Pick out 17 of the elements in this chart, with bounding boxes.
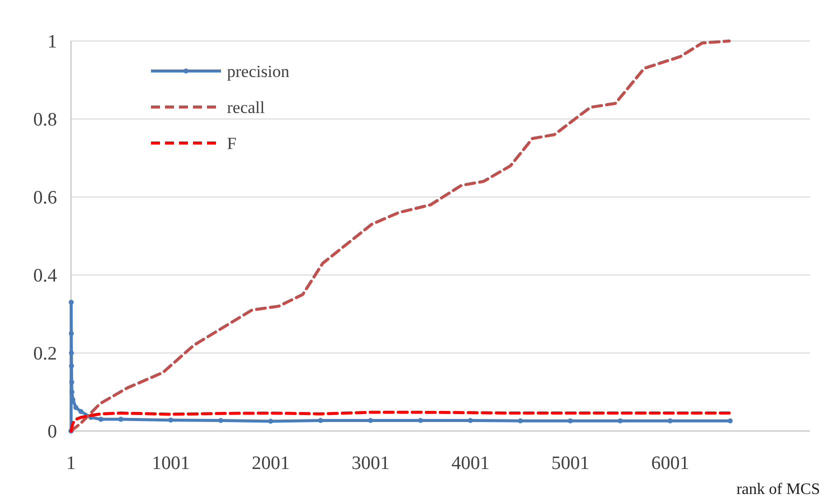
legend-label: F bbox=[227, 134, 236, 153]
y-tick-label: 0 bbox=[48, 422, 57, 443]
x-tick-label: 1 bbox=[66, 453, 76, 474]
x-tick-label: 1001 bbox=[152, 453, 190, 474]
x-tick-label: 2001 bbox=[252, 453, 290, 474]
y-tick-label: 1 bbox=[48, 32, 57, 53]
x-axis-title: rank of MCS bbox=[736, 481, 820, 498]
y-tick-label: 0.4 bbox=[33, 266, 58, 287]
x-tick-label: 3001 bbox=[352, 453, 390, 474]
x-tick-label: 4001 bbox=[452, 453, 490, 474]
x-tick-label: 6001 bbox=[651, 453, 690, 474]
y-tick-label: 0.6 bbox=[33, 188, 57, 209]
x-tick-label: 5001 bbox=[551, 453, 590, 474]
y-tick-label: 0.8 bbox=[33, 110, 57, 131]
y-tick-label: 0.2 bbox=[33, 344, 57, 365]
legend-label: recall bbox=[227, 98, 266, 117]
legend-label: precision bbox=[227, 62, 290, 81]
